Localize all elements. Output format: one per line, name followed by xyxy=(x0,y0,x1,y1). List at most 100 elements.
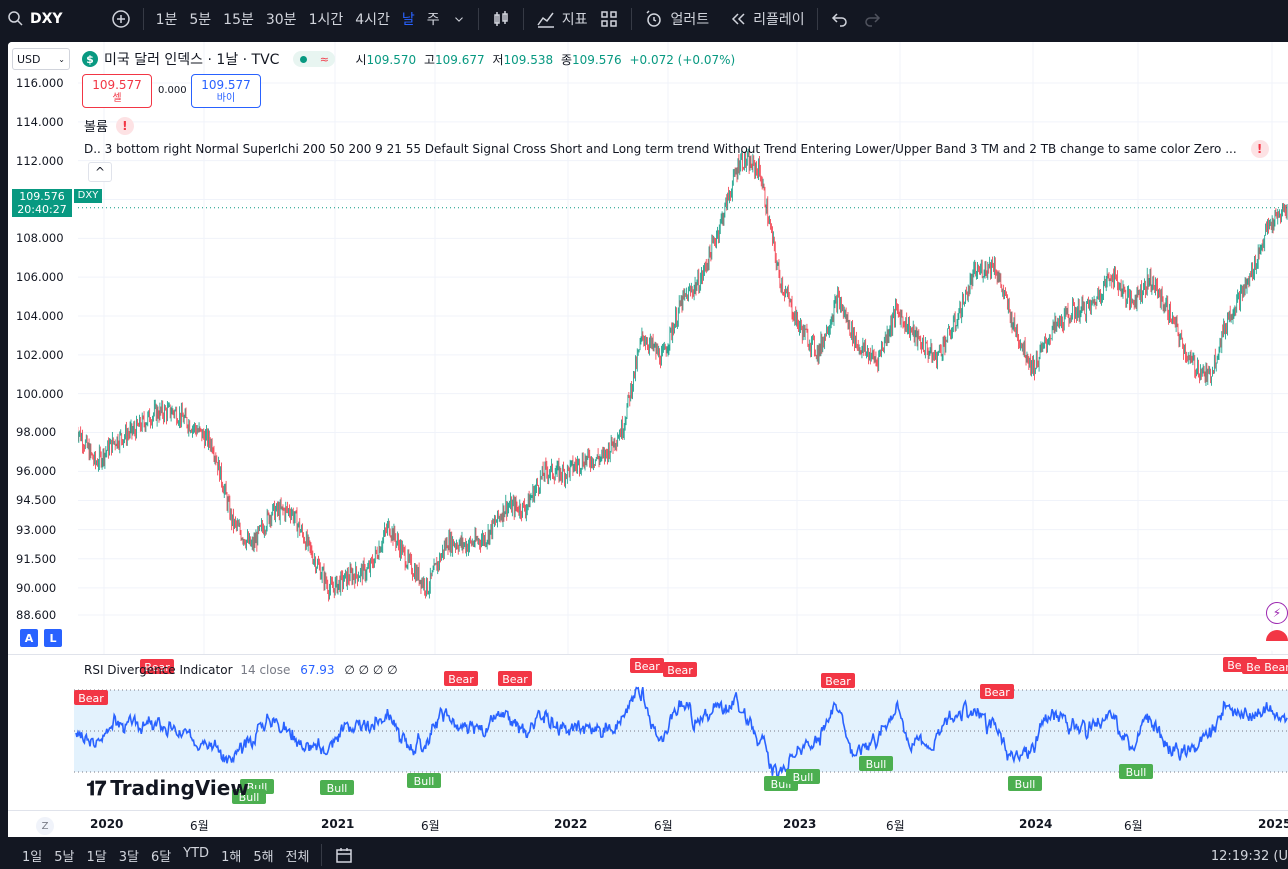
collapse-legend-button[interactable]: ^ xyxy=(88,162,112,182)
scale-buttons: A L xyxy=(20,629,62,647)
replay-button[interactable]: 리플레이 xyxy=(723,0,811,38)
price-tick: 93.000 xyxy=(16,522,57,537)
bear-tag: Bear xyxy=(498,671,532,686)
indicators-button[interactable]: 지표 xyxy=(530,0,594,38)
bull-tag-bg xyxy=(1008,776,1042,791)
pane-divider[interactable] xyxy=(8,654,1288,655)
range-2[interactable]: 1달 xyxy=(86,849,107,865)
interval-3[interactable]: 30분 xyxy=(265,12,297,28)
volume-legend[interactable]: 볼륨 ! xyxy=(84,116,134,135)
interval-7[interactable]: 주 xyxy=(426,12,440,28)
bull-tag-bg xyxy=(786,769,820,784)
bear-tag: Bear xyxy=(444,671,478,686)
bear-tag-text: Bear xyxy=(1264,661,1288,674)
status-dot-icon xyxy=(299,55,307,63)
close-value: 109.576 xyxy=(572,52,622,67)
separator xyxy=(522,8,524,30)
range-1[interactable]: 5날 xyxy=(54,849,75,865)
change-value: +0.072 (+0.07%) xyxy=(629,52,736,67)
alarm-icon xyxy=(646,10,662,27)
separator xyxy=(631,8,633,30)
currency-select[interactable]: USD ⌄ xyxy=(12,48,70,70)
current-price-symbol: DXY xyxy=(74,189,102,203)
time-tick: 6월 xyxy=(886,819,905,833)
interval-2[interactable]: 15분 xyxy=(223,12,254,28)
interval-dropdown[interactable] xyxy=(446,0,472,38)
sell-button[interactable]: 109.577 셀 xyxy=(82,74,152,108)
bull-tag: Bull xyxy=(232,789,266,804)
rsi-line xyxy=(75,686,1288,780)
time-axis[interactable]: Z 2020 6월 2021 6월 2022 6월 2023 6월 2024 6월 2025 xyxy=(8,810,1288,837)
chart-type-button[interactable] xyxy=(485,0,517,38)
time-tick: 6월 xyxy=(190,819,209,833)
interval-4[interactable]: 1시간 xyxy=(308,12,344,28)
time-tick: 6월 xyxy=(654,819,673,833)
price-chart[interactable] xyxy=(74,42,1288,654)
date-range-button[interactable] xyxy=(328,836,360,869)
current-price-value: 109.576 xyxy=(19,190,65,203)
indicator-legend[interactable]: D.. 3 bottom right Normal SuperIchi 200 … xyxy=(84,140,1269,158)
bear-tag: Bear xyxy=(980,684,1014,699)
bull-tag-text: Bull xyxy=(793,771,814,784)
price-tick: 94.500 xyxy=(16,493,57,508)
layouts-button[interactable] xyxy=(593,0,625,38)
us-flag-icon[interactable] xyxy=(1266,630,1288,652)
lightning-icon[interactable]: ⚡ xyxy=(1266,602,1288,624)
alert-label: 얼러트 xyxy=(670,12,710,28)
interval-0[interactable]: 1분 xyxy=(155,12,178,28)
market-status-pill[interactable]: ≈ xyxy=(293,51,336,67)
buy-button[interactable]: 109.577 바이 xyxy=(191,74,261,108)
range-3[interactable]: 3달 xyxy=(118,849,139,865)
currency-label: USD xyxy=(17,52,41,66)
compare-button[interactable] xyxy=(105,0,137,38)
bear-tag-bg xyxy=(980,684,1014,699)
bull-tag: Bull xyxy=(859,756,893,771)
bull-tag: Bull xyxy=(1008,776,1042,791)
log-scale-button[interactable]: L xyxy=(44,629,62,647)
symbol-search[interactable]: DXY xyxy=(0,0,69,38)
interval-6[interactable]: 날 xyxy=(401,12,415,28)
rsi-legend[interactable]: RSI Divergence Indicator 14 close 67.93 … xyxy=(84,663,398,677)
alert-button[interactable]: 얼러트 xyxy=(638,0,715,38)
separator xyxy=(477,8,479,30)
interval-1[interactable]: 5분 xyxy=(189,12,212,28)
range-4[interactable]: 6달 xyxy=(150,849,172,865)
range-6[interactable]: 1해 xyxy=(221,849,242,865)
time-tick: 2021 xyxy=(321,817,355,831)
separator xyxy=(816,8,818,30)
range-8[interactable]: 전체 xyxy=(285,849,310,865)
bear-tag: Bear xyxy=(1260,659,1288,674)
price-axis[interactable]: 116.000114.000112.000110.000108.000106.0… xyxy=(8,42,78,654)
tradingview-logo[interactable]: 𝟏𝟕 TradingView xyxy=(86,776,249,800)
high-label: 고 xyxy=(423,52,435,67)
range-5[interactable]: YTD xyxy=(183,845,210,861)
close-label: 종 xyxy=(560,52,572,67)
bull-tag-text: Bull xyxy=(327,782,348,795)
warning-icon[interactable]: ! xyxy=(115,116,134,135)
low-value: 109.538 xyxy=(503,52,554,67)
indicators-label: 지표 xyxy=(561,12,588,28)
chevron-down-icon: ⌄ xyxy=(58,54,65,64)
price-tick: 108.000 xyxy=(16,231,64,246)
auto-scale-button[interactable]: A xyxy=(20,629,38,647)
candles-icon xyxy=(493,11,508,26)
bull-tag-text: Bull xyxy=(414,775,435,788)
range-7[interactable]: 5해 xyxy=(253,849,274,865)
range-0[interactable]: 1일 xyxy=(22,849,43,865)
bear-tag-text: Bear xyxy=(667,664,693,677)
price-tick: 88.600 xyxy=(16,608,57,622)
zoom-button[interactable]: Z xyxy=(36,817,54,835)
bear-tag-text: Bear xyxy=(448,673,474,686)
interval-5[interactable]: 4시간 xyxy=(355,12,390,28)
rewind-icon xyxy=(732,13,745,25)
undo-button[interactable] xyxy=(824,0,856,38)
warning-icon[interactable]: ! xyxy=(1250,140,1269,158)
bear-tag-text: Bear xyxy=(502,673,528,686)
rsi-params: 14 close xyxy=(240,663,291,677)
top-toolbar: DXY 1분 5분 15분 30분 1시간 4시간 날 주 지표 얼러트 리플레이 xyxy=(0,0,1288,38)
bear-tag-bg xyxy=(498,671,532,686)
redo-button[interactable] xyxy=(856,0,888,38)
current-price-label: 109.576 20:40:27 xyxy=(12,189,72,217)
sell-label: 셀 xyxy=(112,93,122,104)
